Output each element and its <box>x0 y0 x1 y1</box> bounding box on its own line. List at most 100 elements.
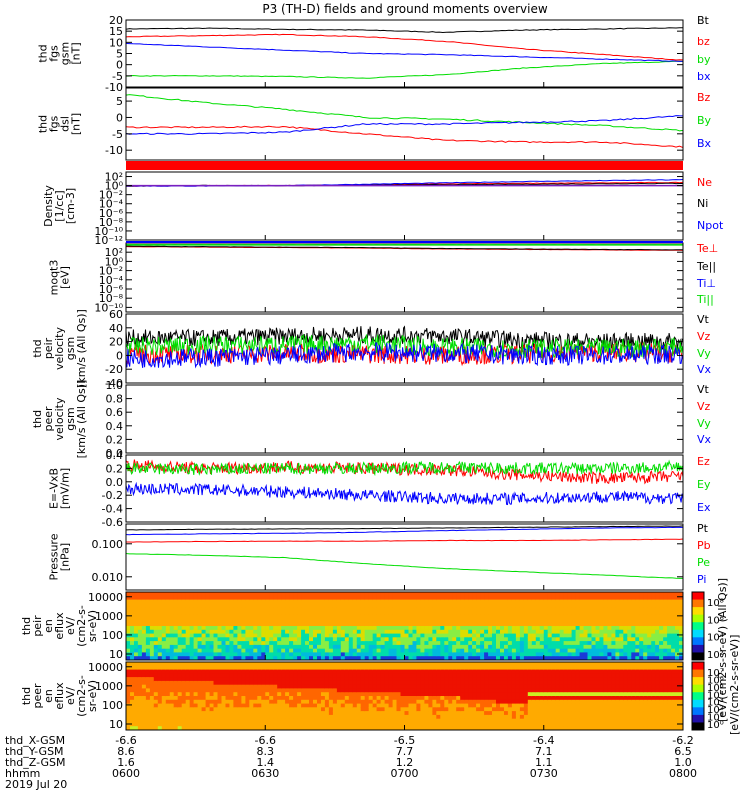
ylabel-line: peir <box>31 615 44 637</box>
ylabel-line: [cm-3] <box>64 188 77 224</box>
ytick-label: 10⁻² <box>99 189 123 202</box>
ytick-label: 10000 <box>88 591 123 604</box>
ylabel-line: [eV] <box>59 266 72 289</box>
colorbar-segment <box>692 699 704 708</box>
series-temperature-Te|| <box>126 245 683 251</box>
ytick-label: -0.2 <box>102 489 123 502</box>
ylabel-line: thd <box>31 410 44 428</box>
legend-fgs_dsl-By: By <box>697 114 712 127</box>
xtick-label: 7.7 <box>396 745 414 758</box>
legend-fgs_gsm-by: by <box>697 53 711 66</box>
colorbar-segment <box>692 669 704 678</box>
colorbar-tick: 10³ <box>707 698 724 709</box>
colorbar-segment <box>692 662 704 671</box>
colorbar-tick: 10⁴ <box>707 690 724 701</box>
ytick-label: 10⁻² <box>99 265 123 278</box>
ytick-label: 10 <box>109 718 123 731</box>
ytick-label: 10⁻⁴ <box>99 198 124 211</box>
series-fgs_gsm-bz <box>126 33 683 61</box>
colorbar-segment <box>692 722 704 731</box>
panel-frame <box>125 171 684 241</box>
series-pressure-Pb <box>126 538 683 543</box>
ylabel-line: [km/s (All Qs)] <box>75 380 88 459</box>
ytick-label: -5 <box>112 128 123 141</box>
panel-peer_velocity: 1.00.80.60.40.20.0VtVzVyVxthdpeervelocit… <box>31 379 712 460</box>
colorbar-segment <box>692 629 704 638</box>
ytick-label: 20 <box>109 336 123 349</box>
ylabel-line: thd <box>37 44 50 62</box>
legend-efield-Ex: Ex <box>697 501 711 514</box>
legend-peir_velocity-Vx: Vx <box>697 363 712 376</box>
xtick-label: 6.5 <box>674 745 692 758</box>
ylabel-line: [km/s (All Qs)] <box>75 309 88 388</box>
ylabel-line: en <box>42 619 55 633</box>
xaxis-row-label: thd_Y-GSM <box>5 745 64 758</box>
colorbar-segment <box>692 714 704 723</box>
colorbar-segment <box>692 684 704 693</box>
ytick-label: 0.0 <box>106 476 124 489</box>
ylabel-temperature: moqt3[eV] <box>48 260 72 296</box>
ylabel-line: gsm <box>59 42 72 65</box>
ytick-label: 40 <box>109 322 123 335</box>
ytick-label: 0.6 <box>106 406 124 419</box>
ytick-label: -5 <box>112 70 123 83</box>
ylabel-line: gsm <box>64 407 77 430</box>
ylabel-line: eflux <box>53 612 66 640</box>
ylabel-line: [nPa] <box>59 543 72 571</box>
plot-title: P3 (TH-D) fields and ground moments over… <box>262 2 547 16</box>
ylabel-line: peer <box>31 683 44 709</box>
colorbar-segment <box>692 692 704 701</box>
ytick-label: 10 <box>109 36 123 49</box>
xtick-label: 8.6 <box>117 745 135 758</box>
ylabel-line: sr-eV) <box>86 610 99 642</box>
legend-efield-Ez: Ez <box>697 455 710 468</box>
ytick-label: 0 <box>116 59 123 72</box>
xtick-time: 0600 <box>112 767 140 780</box>
legend-pressure-Pe: Pe <box>697 556 710 569</box>
ytick-label: 60 <box>109 308 123 321</box>
colorbar-label-upper: [eV/(cm2-s-sr-eV) (All Qs)] <box>716 578 729 722</box>
legend-pressure-Pb: Pb <box>697 539 711 552</box>
panel-peir_en_eflux: 10000 1000 100 10 10⁸ 10⁶ 10⁴ 10² thdpeireneflux… <box>20 591 724 661</box>
ylabel-line: Density <box>42 185 55 227</box>
series-fgs_dsl-Bz <box>126 125 683 148</box>
xtick-time: 0730 <box>530 767 558 780</box>
ylabel-line: thd <box>37 115 50 133</box>
ylabel-line: Pressure <box>48 533 61 580</box>
legend-peir_velocity-Vz: Vz <box>697 330 711 343</box>
legend-fgs_dsl-Bx: Bx <box>697 137 712 150</box>
legend-peer_velocity-Vz: Vz <box>697 400 711 413</box>
xtick-label: -6.6 <box>115 734 136 747</box>
xtick-label: 8.3 <box>257 745 275 758</box>
colorbar-segment <box>692 599 704 608</box>
ytick-label: 10⁻⁸ <box>99 292 124 305</box>
region-bar-upper <box>126 161 683 170</box>
colorbar-segment <box>692 622 704 631</box>
ytick-label: 5 <box>116 95 123 108</box>
ylabel-line: [1/cc] <box>53 190 66 221</box>
series-peir_velocity-Vy <box>126 333 683 360</box>
ytick-label: 10000 <box>88 661 123 674</box>
ytick-label: -20 <box>105 363 123 376</box>
ytick-label: -10 <box>105 144 123 157</box>
legend-peir_velocity-Vt: Vt <box>697 313 710 326</box>
colorbar-segment <box>692 644 704 653</box>
panel-pressure: 0.100 0.010 Pt Pb Pe Pi Pressure[nPa] <box>48 522 711 591</box>
ytick-label: 0 <box>116 349 123 362</box>
series-efield-Ex <box>126 481 683 506</box>
xtick-label: -6.6 <box>255 734 276 747</box>
ytick-label: 0.0 <box>106 447 124 460</box>
ytick-label: 10⁻⁶ <box>99 207 124 220</box>
ylabel-line: fgs <box>48 45 61 62</box>
panel-frame <box>125 384 684 454</box>
series-peir_velocity-Vx <box>126 342 683 369</box>
legend-peer_velocity-Vt: Vt <box>697 383 710 396</box>
series-fgs_dsl-By <box>126 94 683 132</box>
ylabel-line: dsl <box>59 116 72 132</box>
ytick-label: 1000 <box>95 680 123 693</box>
ylabel-line: gsm <box>64 337 77 360</box>
